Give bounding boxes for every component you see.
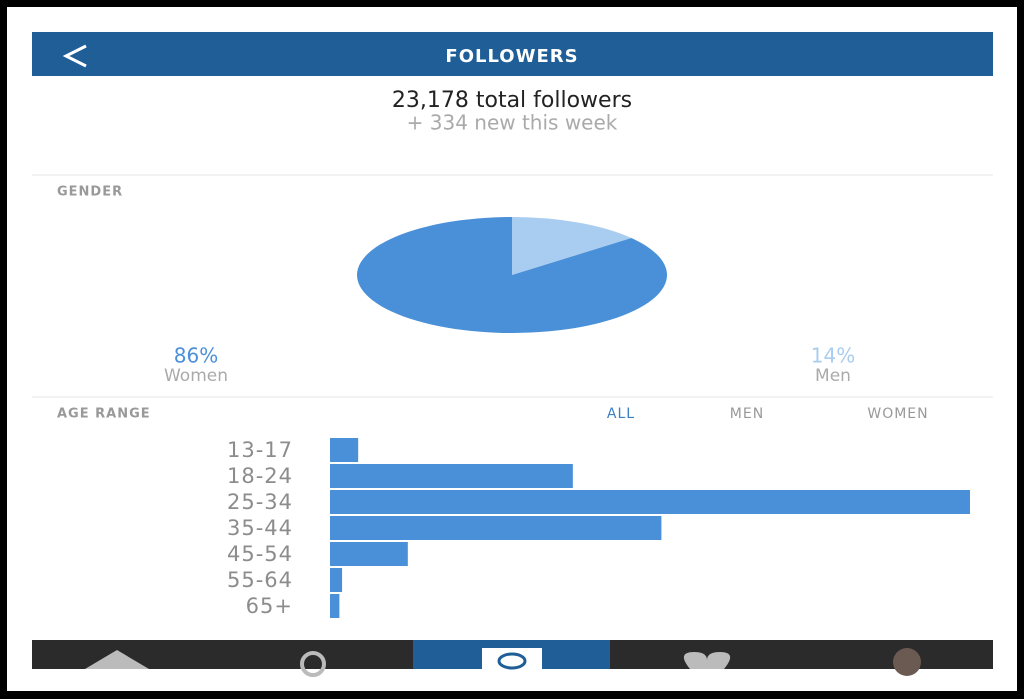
bar-category-label: 55-64 [227,568,293,592]
bar [330,594,340,618]
nav-insights-icon [497,652,527,670]
new-followers: + 334 new this week [407,111,618,135]
pie-slice [357,217,667,334]
pie-value-label: 86% [174,344,218,368]
tab-men[interactable]: MEN [730,406,764,422]
back-button[interactable] [62,44,87,68]
bottom-nav [32,640,993,677]
nav-home[interactable] [85,650,149,669]
bar [330,490,970,514]
bar [330,542,408,566]
bar [330,464,573,488]
nav-search[interactable] [300,651,326,677]
header-title: FOLLOWERS [445,46,578,67]
gender-title: GENDER [57,185,123,200]
total-followers: 23,178 total followers [392,88,632,113]
bar-category-label: 13-17 [227,438,293,462]
header-bar [32,32,993,76]
bar [330,568,343,592]
background [7,7,1017,691]
pie-value-label: 14% [811,344,855,368]
tab-women[interactable]: WOMEN [867,406,928,422]
bar [330,516,662,540]
pie-category-label: Men [815,366,851,386]
nav-profile[interactable] [893,648,921,676]
bar-category-label: 45-54 [227,542,293,566]
tab-all[interactable]: ALL [607,406,635,422]
bar-category-label: 25-34 [227,490,293,514]
bar-category-label: 35-44 [227,516,293,540]
pie-slice [512,217,632,275]
age-title: AGE RANGE [57,407,151,422]
nav-insights[interactable] [482,648,542,669]
bar-category-label: 65+ [246,594,293,618]
bar [330,438,359,462]
bar-category-label: 18-24 [227,464,293,488]
pie-category-label: Women [164,366,228,386]
nav-activity[interactable] [683,652,731,669]
